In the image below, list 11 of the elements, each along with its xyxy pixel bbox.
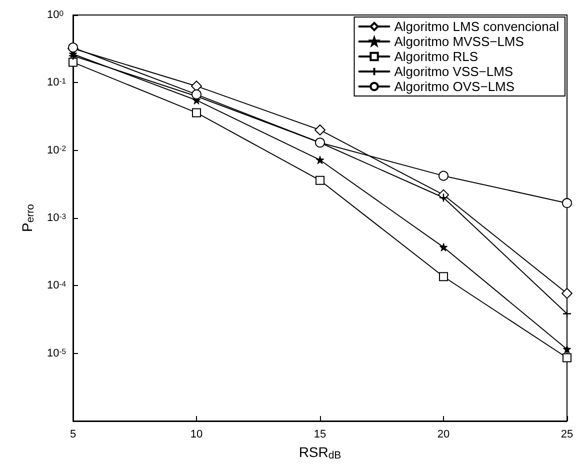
legend-label: Algoritmo VSS−LMS [394,64,514,79]
legend-label: Algoritmo RLS [394,49,478,64]
legend-label: Algoritmo OVS−LMS [394,79,515,94]
x-tick-label: 20 [437,428,450,440]
y-axis-title: Perro [19,204,37,232]
x-tick-label: 25 [560,428,574,440]
x-tick-label: 5 [70,428,76,440]
x-tick-label: 10 [190,428,203,440]
legend-label: Algoritmo LMS convencional [394,19,560,34]
x-tick-label: 15 [314,428,326,440]
legend-label: Algoritmo MVSS−LMS [394,34,524,49]
